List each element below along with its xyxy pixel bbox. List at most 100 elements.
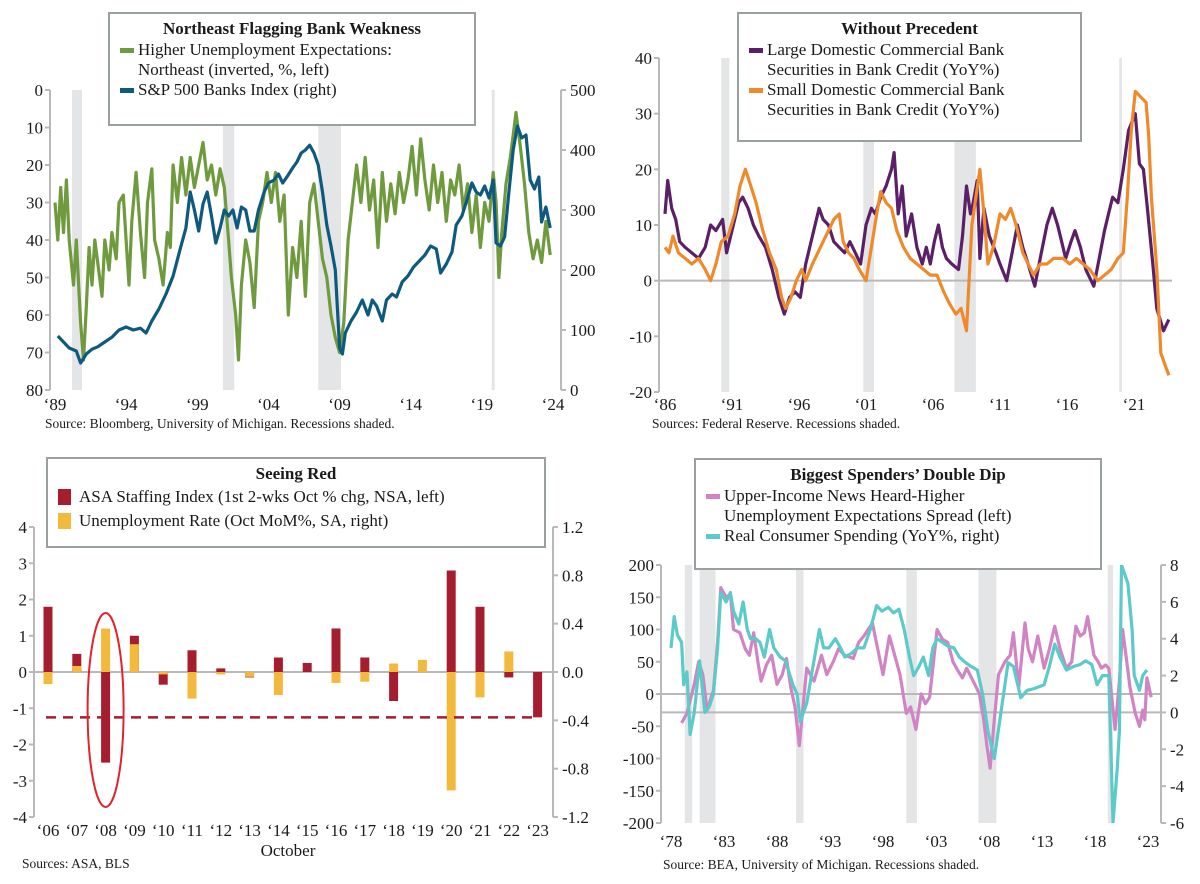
series-line-0 <box>53 110 552 362</box>
chart-panel-3: -200 -150 -100 -50 0 50 100 150 200 -6 -4 -2 0 2 4 6 8 ‘7… <box>623 556 1185 872</box>
y-right-tick-label: 2 <box>1170 667 1179 686</box>
y-left-tick-label: 10 <box>635 216 652 235</box>
bar-unemployment <box>129 644 139 672</box>
y-left-tick-label: -50 <box>631 717 654 736</box>
bar-asa <box>273 657 283 672</box>
y-left-tick-label: 70 <box>26 344 43 363</box>
y-right-tick-label: 1.2 <box>562 518 583 537</box>
x-tick-label: ‘18 <box>1084 832 1107 851</box>
legend-entry: Unemployment Rate (Oct MoM%, SA, right) <box>58 511 534 531</box>
y-left-tick-label: 20 <box>635 160 652 179</box>
y-left-tick-label: 30 <box>635 105 652 124</box>
series-line-0 <box>680 586 1153 770</box>
x-tick-label: ‘99 <box>186 395 209 414</box>
y-left-tick-label: 80 <box>26 381 43 400</box>
legend-entry: Small Domestic Commercial Bank Securitie… <box>749 80 1070 120</box>
bar-asa <box>475 606 485 672</box>
legend-biggest-spenders: Biggest Spenders’ Double Dip Upper-Incom… <box>694 458 1102 570</box>
x-tick-label: ‘16 <box>325 821 348 840</box>
x-tick-label: ‘17 <box>353 821 376 840</box>
highlight-ellipse <box>86 612 125 808</box>
bar-unemployment <box>389 663 399 672</box>
x-tick-label: ‘23 <box>526 821 549 840</box>
y-right-tick-label: 300 <box>570 201 596 220</box>
bar-asa <box>216 668 226 672</box>
x-tick-label: ‘88 <box>766 832 789 851</box>
y-right-tick-label: 8 <box>1170 556 1179 575</box>
recession-shade <box>721 58 730 392</box>
legend-swatch <box>706 534 720 539</box>
bar-unemployment <box>475 672 485 698</box>
y-left-tick-label: 0 <box>646 685 655 704</box>
series-line-1 <box>663 89 1171 376</box>
legend-label: Unemployment Rate (Oct MoM%, SA, right) <box>79 511 389 530</box>
chart-title: Biggest Spenders’ Double Dip <box>790 465 1006 484</box>
x-tick-label: ‘96 <box>788 395 811 414</box>
y-right-tick-label: 500 <box>570 81 596 100</box>
source-note: Sources: ASA, BLS <box>22 856 130 871</box>
x-tick-label: ‘08 <box>978 832 1001 851</box>
y-right-tick-label: 200 <box>570 261 596 280</box>
y-right-tick-label: -4 <box>1170 777 1185 796</box>
bar-unemployment <box>43 672 53 685</box>
legend-swatch <box>120 48 134 53</box>
x-tick-label: ‘24 <box>542 395 565 414</box>
series-line-1 <box>56 124 552 365</box>
bar-unemployment <box>417 659 427 672</box>
bar-asa <box>302 662 312 672</box>
x-tick-label: ‘07 <box>65 821 88 840</box>
recession-shade <box>491 90 495 390</box>
x-tick-label: ‘14 <box>267 821 290 840</box>
bar-asa <box>187 650 197 672</box>
legend-label: S&P 500 Banks Index (right) <box>138 80 337 99</box>
chart-title: Seeing Red <box>255 464 337 483</box>
x-tick-label: ‘13 <box>1031 832 1054 851</box>
legend-swatch <box>58 489 71 505</box>
source-note: Source: Bloomberg, University of Michiga… <box>45 416 395 431</box>
y-left-tick-label: 20 <box>26 156 43 175</box>
y-left-tick-label: 0 <box>35 81 44 100</box>
legend-label: Small Domestic Commercial Bank Securitie… <box>767 80 1005 119</box>
y-left-tick-label: -150 <box>623 782 654 801</box>
x-tick-label: ‘78 <box>660 832 683 851</box>
series-line-1 <box>669 565 1149 823</box>
y-left-tick-label: -200 <box>623 814 654 833</box>
y-right-tick-label: -1.2 <box>562 808 589 827</box>
chart-title: Northeast Flagging Bank Weakness <box>162 19 422 38</box>
x-tick-label: ‘89 <box>44 395 67 414</box>
chart-panel-2: -4 -3 -2 -1 0 1 2 3 4 -1.2 -0.8 -0.4 0.0 0.4 0.8 1.2 ‘06… <box>13 518 590 871</box>
y-left-tick-label: 50 <box>26 269 43 288</box>
y-right-tick-label: -2 <box>1170 740 1184 759</box>
y-left-tick-label: 4 <box>19 518 28 537</box>
legend-entry: Upper-Income News Heard-Higher Unemploym… <box>706 486 1090 526</box>
bar-asa <box>446 570 456 672</box>
legend-swatch <box>749 88 763 93</box>
y-right-tick-label: 6 <box>1170 593 1179 612</box>
bar-unemployment <box>245 672 255 677</box>
legend-swatch <box>706 494 720 499</box>
bar-unemployment <box>187 672 197 699</box>
bar-unemployment <box>331 672 341 683</box>
y-right-tick-label: 0.0 <box>562 663 583 682</box>
y-left-tick-label: 200 <box>629 556 655 575</box>
y-left-tick-label: -4 <box>13 808 28 827</box>
legend-entry: Higher Unemployment Expectations: Northe… <box>120 40 464 80</box>
bar-asa <box>360 657 370 672</box>
legend-swatch <box>120 88 134 93</box>
x-tick-label: ‘19 <box>471 395 494 414</box>
y-left-tick-label: 0 <box>19 663 28 682</box>
x-tick-label: ‘86 <box>654 395 677 414</box>
x-tick-label: ‘22 <box>497 821 520 840</box>
x-tick-label: ‘93 <box>819 832 842 851</box>
x-tick-label: ‘06 <box>37 821 60 840</box>
legend-label: Higher Unemployment Expectations: Northe… <box>138 40 392 79</box>
x-tick-label: ‘01 <box>855 395 878 414</box>
recession-shade <box>863 58 875 392</box>
y-right-tick-label: -0.4 <box>562 711 589 730</box>
bar-unemployment <box>504 651 514 672</box>
x-tick-label: ‘13 <box>238 821 261 840</box>
y-right-tick-label: 400 <box>570 141 596 160</box>
y-left-tick-label: 100 <box>629 621 655 640</box>
series-line-0 <box>663 112 1171 333</box>
y-right-tick-label: 100 <box>570 321 596 340</box>
